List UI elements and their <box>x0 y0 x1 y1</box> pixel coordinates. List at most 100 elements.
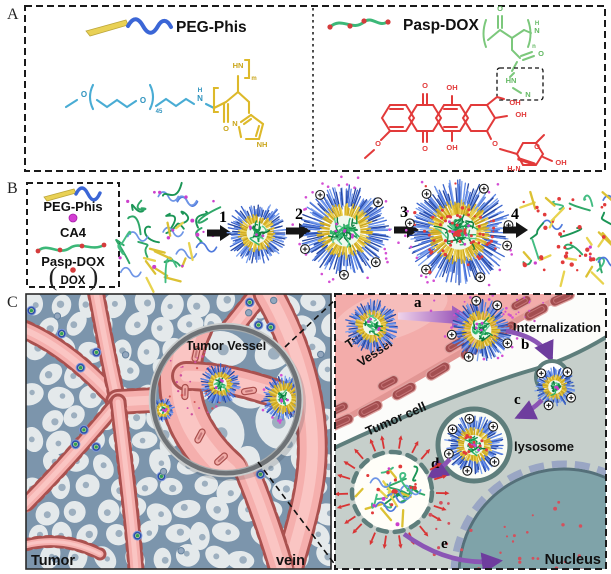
polymer-mixture <box>115 181 222 293</box>
step-4: 4 <box>511 206 519 223</box>
step-3: 3 <box>400 204 408 221</box>
magnifier-label: Tumor Vessel <box>186 339 266 353</box>
micelle-assembled <box>226 204 288 264</box>
svg-text:O: O <box>422 144 428 153</box>
svg-text:n: n <box>532 44 536 50</box>
legend-peg-icon <box>43 186 102 202</box>
legend-dox-label: DOX <box>61 275 86 287</box>
micelle-charged-extravasated <box>443 294 519 362</box>
magnifier-ring-inner <box>154 328 298 472</box>
dox-structure-red-labels: O OH O OH O OH OH O O H₂N OH <box>375 81 567 173</box>
ruptured-vesicle <box>335 435 450 549</box>
disassembled-polymers <box>519 190 611 288</box>
panel-c-right-border <box>334 293 607 570</box>
panel-a-border <box>24 5 606 172</box>
svg-text:O: O <box>497 4 503 13</box>
magnifier-ring <box>150 324 302 476</box>
svg-text:HN: HN <box>233 61 244 70</box>
dox-release-trail <box>428 500 535 565</box>
peg-structure-cyan <box>64 83 216 111</box>
svg-text:45: 45 <box>156 109 163 115</box>
peg-phis-title: PEG-Phis <box>176 19 247 36</box>
svg-text:O: O <box>375 139 381 148</box>
arrow-b <box>505 328 554 363</box>
hydrazone-dashed-box <box>496 67 544 101</box>
legend-dox-dot <box>70 267 76 273</box>
svg-text:OH: OH <box>515 110 526 119</box>
peg-phis-icon <box>85 17 173 37</box>
lysosome-label: lysosome <box>514 439 574 454</box>
legend-pasp-label: Pasp-DOX <box>41 254 105 269</box>
arrow-e <box>402 532 503 569</box>
legend-pasp-icon <box>35 242 107 254</box>
step-1: 1 <box>219 209 227 226</box>
micelle-charged <box>291 175 393 284</box>
svg-text:OH: OH <box>446 83 457 92</box>
panel-b: B PEG-Phis CA4 Pasp-DOX ( DOX ) 1 2 3 <box>7 175 611 293</box>
step-b: b <box>521 337 529 353</box>
arrow-a <box>398 305 470 329</box>
pasp-dox-title: Pasp-DOX <box>403 17 479 34</box>
svg-text:NH: NH <box>257 140 268 149</box>
internalization-label: Internalization <box>513 320 601 335</box>
vessel-wall-cells-magnified <box>181 345 286 466</box>
panel-b-label: B <box>7 180 18 197</box>
step-d: d <box>431 456 440 472</box>
svg-text:O: O <box>140 96 146 105</box>
dox-structure-red <box>364 93 553 166</box>
svg-text:N: N <box>232 119 237 128</box>
peg-structure-yellow <box>212 58 265 141</box>
panel-a-label: A <box>7 6 19 23</box>
released-dox-dots <box>413 182 497 274</box>
magnified-micelle-lumen <box>200 363 241 404</box>
svg-text:m: m <box>251 76 256 82</box>
legend-box <box>26 182 120 288</box>
legend-paren-open: ( <box>49 262 58 291</box>
svg-text:O: O <box>492 139 498 148</box>
legend-ca4-dot <box>68 213 78 223</box>
panel-c-left: Tumor Vessel <box>26 294 331 569</box>
cell-membrane <box>335 334 606 450</box>
panel-c-right: Tumor Vessel a Internalization Tumor cel… <box>335 294 606 569</box>
magnifier-connector-top <box>284 298 337 348</box>
peg-structure-yellow-labels: O HN m N NH <box>223 61 267 149</box>
magnifier-ring-outer <box>148 322 304 478</box>
step-a: a <box>414 295 422 311</box>
legend-paren-close: ) <box>90 262 99 291</box>
pasp-dox-icon <box>327 18 391 30</box>
panel-c-label: C <box>7 294 18 311</box>
legend-peg-label: PEG-Phis <box>43 199 102 214</box>
nuclear-envelope <box>450 460 606 569</box>
svg-text:N: N <box>534 26 539 35</box>
step-2: 2 <box>295 206 303 223</box>
arrow-c <box>514 398 544 420</box>
magnifier-connector-bottom <box>257 461 337 567</box>
step-e: e <box>441 536 448 552</box>
svg-text:O: O <box>538 49 544 58</box>
nucleus <box>457 467 606 569</box>
svg-text:N: N <box>197 94 203 103</box>
svg-text:H₂N: H₂N <box>507 166 520 173</box>
micelle-in-lysosome <box>443 413 504 476</box>
micelle-endocytosed <box>534 366 577 411</box>
tumor-label: Tumor <box>31 553 75 569</box>
step-c: c <box>514 392 521 408</box>
svg-text:O: O <box>223 124 229 133</box>
vein-label: vein <box>276 553 305 569</box>
peg-structure-cyan-labels: O O 45 HN <box>81 87 203 115</box>
svg-text:N: N <box>525 90 530 99</box>
legend-ca4-label: CA4 <box>60 225 87 240</box>
svg-text:OH: OH <box>555 158 566 167</box>
svg-text:HN: HN <box>506 76 517 85</box>
nucleus-label: Nucleus <box>545 552 601 568</box>
svg-text:OH: OH <box>446 143 457 152</box>
svg-text:O: O <box>422 81 428 90</box>
pasp-structure-green <box>482 15 535 94</box>
arrow-d <box>426 457 452 480</box>
panel-c-left-border <box>25 293 332 570</box>
svg-text:O: O <box>534 142 540 151</box>
svg-text:OH: OH <box>509 98 520 107</box>
svg-text:H: H <box>535 21 539 27</box>
